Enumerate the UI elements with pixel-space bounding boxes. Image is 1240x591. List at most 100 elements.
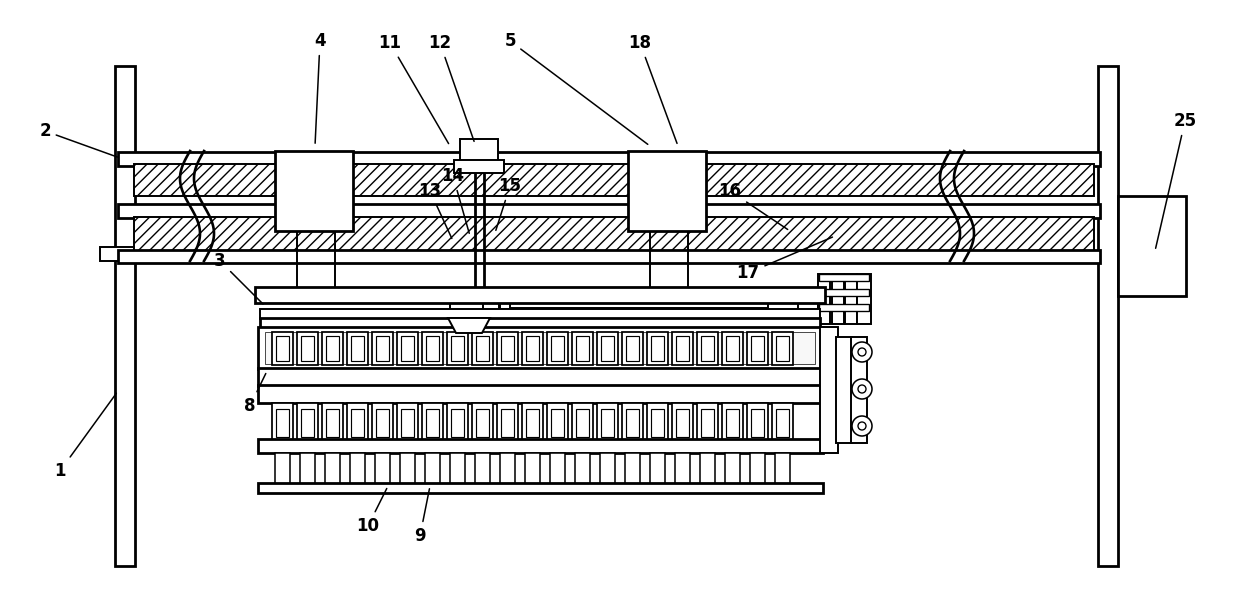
Bar [134, 164, 1094, 196]
Bar [820, 327, 838, 453]
Bar [832, 274, 844, 324]
Bar [446, 403, 467, 441]
Bar [625, 453, 640, 486]
Bar [547, 403, 568, 441]
Bar [627, 151, 706, 231]
Bar [255, 287, 825, 303]
Bar [697, 403, 718, 441]
Bar [750, 453, 765, 486]
Bar [525, 453, 539, 486]
Bar [460, 139, 498, 161]
Bar [675, 453, 689, 486]
Bar [522, 403, 543, 441]
Bar [374, 453, 391, 486]
Bar [622, 403, 644, 441]
Circle shape [858, 348, 866, 356]
Bar [768, 295, 800, 313]
Bar [497, 403, 518, 441]
Bar [751, 336, 764, 361]
Bar [551, 409, 564, 437]
Bar [746, 403, 768, 441]
Bar [725, 409, 739, 437]
Bar [258, 385, 823, 403]
Bar [725, 453, 740, 486]
Bar [622, 332, 644, 365]
Bar [450, 453, 465, 486]
Bar [454, 160, 503, 173]
Bar [651, 409, 663, 437]
Bar [551, 336, 564, 361]
Bar [401, 409, 414, 437]
Bar [475, 453, 490, 486]
Bar [647, 403, 668, 441]
Bar [551, 453, 565, 486]
Bar [577, 409, 589, 437]
Bar [799, 289, 818, 319]
Bar [397, 332, 418, 365]
Bar [501, 336, 515, 361]
Bar [427, 336, 439, 361]
Bar [725, 336, 739, 361]
Text: 16: 16 [718, 182, 787, 229]
Bar [701, 336, 714, 361]
Bar [347, 332, 368, 365]
Bar [1118, 196, 1185, 296]
Bar [596, 332, 618, 365]
Bar [510, 297, 770, 309]
Text: 15: 15 [496, 177, 522, 230]
Bar [818, 274, 869, 281]
Bar [376, 336, 389, 361]
Text: 3: 3 [215, 252, 263, 304]
Bar [401, 453, 415, 486]
Text: 1: 1 [55, 393, 117, 480]
Bar [134, 217, 1094, 251]
Bar [647, 332, 668, 365]
Bar [572, 332, 593, 365]
Bar [325, 453, 340, 486]
Polygon shape [448, 318, 490, 333]
Text: 9: 9 [414, 489, 429, 545]
Text: 13: 13 [418, 182, 451, 239]
Bar [100, 247, 150, 261]
Bar [277, 409, 289, 437]
Bar [350, 453, 365, 486]
Bar [844, 274, 857, 324]
Bar [258, 439, 823, 453]
Bar [818, 274, 830, 324]
Bar [401, 336, 414, 361]
Text: 25: 25 [1156, 112, 1197, 248]
Bar [501, 409, 515, 437]
Bar [118, 152, 1100, 166]
Bar [451, 409, 464, 437]
Bar [697, 332, 718, 365]
Bar [651, 336, 663, 361]
Bar [746, 332, 768, 365]
Bar [272, 403, 293, 441]
Bar [472, 403, 494, 441]
Bar [425, 453, 440, 486]
Bar [818, 289, 869, 296]
Bar [326, 336, 339, 361]
Bar [258, 327, 823, 369]
Bar [265, 332, 815, 364]
Bar [322, 403, 343, 441]
Bar [500, 453, 515, 486]
Text: 4: 4 [314, 32, 326, 143]
Bar [260, 318, 820, 328]
Bar [326, 409, 339, 437]
Bar [572, 403, 593, 441]
Bar [601, 409, 614, 437]
Bar [476, 409, 489, 437]
Bar [376, 409, 389, 437]
Text: 8: 8 [244, 374, 265, 415]
Bar [676, 409, 689, 437]
Bar [322, 332, 343, 365]
Bar [672, 332, 693, 365]
Bar [701, 453, 715, 486]
Bar [497, 332, 518, 365]
Bar [272, 332, 293, 365]
Bar [626, 336, 639, 361]
Bar [522, 332, 543, 365]
Bar [1097, 66, 1118, 566]
Bar [476, 336, 489, 361]
